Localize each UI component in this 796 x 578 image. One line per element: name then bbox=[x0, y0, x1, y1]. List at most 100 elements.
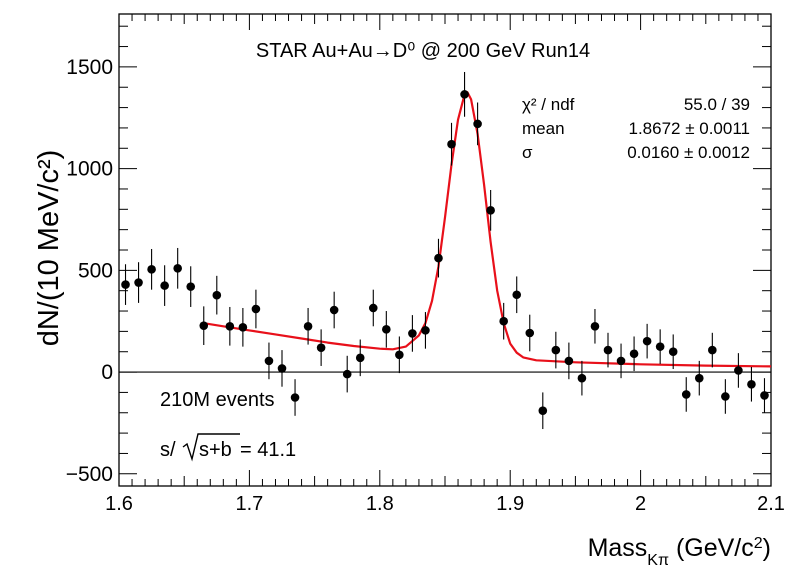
data-marker bbox=[303, 321, 313, 331]
data-point bbox=[316, 329, 326, 366]
data-marker bbox=[721, 392, 730, 401]
data-point bbox=[473, 102, 482, 146]
plot-frame bbox=[118, 13, 772, 487]
data-point bbox=[460, 71, 469, 117]
data-point bbox=[708, 332, 717, 368]
data-point bbox=[290, 379, 300, 416]
data-marker bbox=[525, 328, 535, 338]
data-point bbox=[694, 360, 704, 396]
data-point bbox=[421, 312, 430, 349]
x-axis-label-unit-close: ) bbox=[763, 534, 771, 562]
sqrt-sign bbox=[182, 433, 240, 462]
data-point bbox=[186, 266, 196, 307]
data-marker bbox=[368, 303, 378, 313]
data-point bbox=[147, 248, 156, 290]
data-point bbox=[368, 289, 378, 327]
data-point bbox=[760, 378, 769, 413]
data-point bbox=[134, 262, 143, 303]
stat-label-chi2: χ² / ndf bbox=[522, 95, 575, 114]
fit-curve bbox=[203, 91, 772, 368]
x-tick-label: 1.9 bbox=[496, 493, 524, 515]
data-marker bbox=[186, 282, 196, 291]
data-marker bbox=[564, 356, 574, 366]
stat-value-mean: 1.8672 ± 0.0011 bbox=[628, 119, 750, 138]
data-marker bbox=[551, 345, 561, 355]
data-marker bbox=[747, 379, 756, 389]
data-marker bbox=[212, 290, 222, 300]
data-point bbox=[355, 339, 365, 377]
data-marker bbox=[460, 90, 469, 99]
data-point bbox=[173, 247, 182, 289]
y-tick-label: 1500 bbox=[66, 56, 113, 79]
data-point bbox=[551, 331, 561, 369]
data-point bbox=[199, 306, 209, 346]
stats-box: χ² / ndf 55.0 / 39 mean 1.8672 ± 0.0011 … bbox=[522, 95, 750, 162]
data-marker bbox=[342, 369, 352, 379]
data-point bbox=[121, 264, 130, 305]
significance-value: = 41.1 bbox=[240, 439, 296, 461]
x-axis-label: MassKπ (GeV/c2) bbox=[588, 534, 771, 569]
data-point bbox=[747, 366, 756, 402]
data-point bbox=[721, 379, 730, 414]
chart-title: STAR Au+Au→D⁰ @ 200 GeV Run14 bbox=[256, 40, 590, 62]
data-marker bbox=[681, 390, 691, 399]
data-point bbox=[603, 332, 613, 368]
data-marker bbox=[590, 321, 600, 331]
data-marker bbox=[290, 393, 300, 402]
data-point bbox=[303, 307, 313, 345]
data-marker bbox=[264, 356, 274, 366]
data-point bbox=[512, 276, 522, 314]
data-marker bbox=[655, 342, 665, 351]
data-point bbox=[590, 309, 600, 344]
significance-annotation: s/ s+b = 41.1 bbox=[160, 433, 296, 462]
data-point bbox=[655, 329, 665, 364]
data-marker bbox=[382, 325, 391, 334]
data-marker bbox=[642, 336, 652, 346]
x-axis-label-unit-sup: 2 bbox=[754, 535, 763, 552]
data-marker bbox=[434, 253, 443, 263]
data-marker bbox=[499, 316, 508, 326]
events-annotation: 210M events bbox=[160, 389, 275, 411]
data-point bbox=[538, 392, 548, 430]
data-marker bbox=[577, 373, 587, 383]
data-marker bbox=[473, 119, 482, 129]
data-marker bbox=[355, 353, 365, 363]
stat-label-mean: mean bbox=[522, 119, 565, 138]
data-point bbox=[329, 291, 339, 329]
data-marker bbox=[160, 281, 169, 290]
data-marker bbox=[121, 280, 130, 289]
data-marker bbox=[316, 343, 326, 352]
data-marker bbox=[395, 350, 404, 360]
data-marker bbox=[694, 373, 704, 383]
data-marker bbox=[616, 356, 626, 366]
data-marker bbox=[708, 345, 717, 355]
x-tick-label: 1.8 bbox=[366, 493, 394, 515]
data-point bbox=[225, 306, 235, 346]
data-marker bbox=[238, 323, 248, 332]
data-marker bbox=[147, 265, 156, 274]
data-point bbox=[642, 323, 652, 359]
data-marker bbox=[734, 366, 743, 375]
data-marker bbox=[603, 345, 613, 355]
data-marker bbox=[277, 364, 287, 373]
data-marker bbox=[486, 206, 495, 215]
data-point bbox=[434, 238, 443, 278]
stat-value-sigma: 0.0160 ± 0.0012 bbox=[627, 143, 750, 162]
data-point bbox=[408, 315, 417, 352]
data-point bbox=[681, 377, 691, 412]
x-axis-label-sub: Kπ bbox=[647, 552, 669, 569]
stat-value-chi2: 55.0 / 39 bbox=[684, 95, 750, 114]
data-marker bbox=[760, 391, 769, 400]
data-point bbox=[277, 350, 287, 387]
data-marker bbox=[173, 264, 182, 273]
data-marker bbox=[512, 290, 522, 300]
x-tick-label: 2 bbox=[635, 493, 646, 515]
data-marker bbox=[251, 304, 261, 314]
data-point bbox=[564, 342, 574, 380]
data-point bbox=[382, 311, 391, 348]
significance-radicand: s+b bbox=[199, 439, 232, 461]
data-marker bbox=[447, 139, 456, 149]
y-tick-label: 0 bbox=[101, 361, 113, 384]
y-tick-label: 500 bbox=[78, 259, 113, 282]
